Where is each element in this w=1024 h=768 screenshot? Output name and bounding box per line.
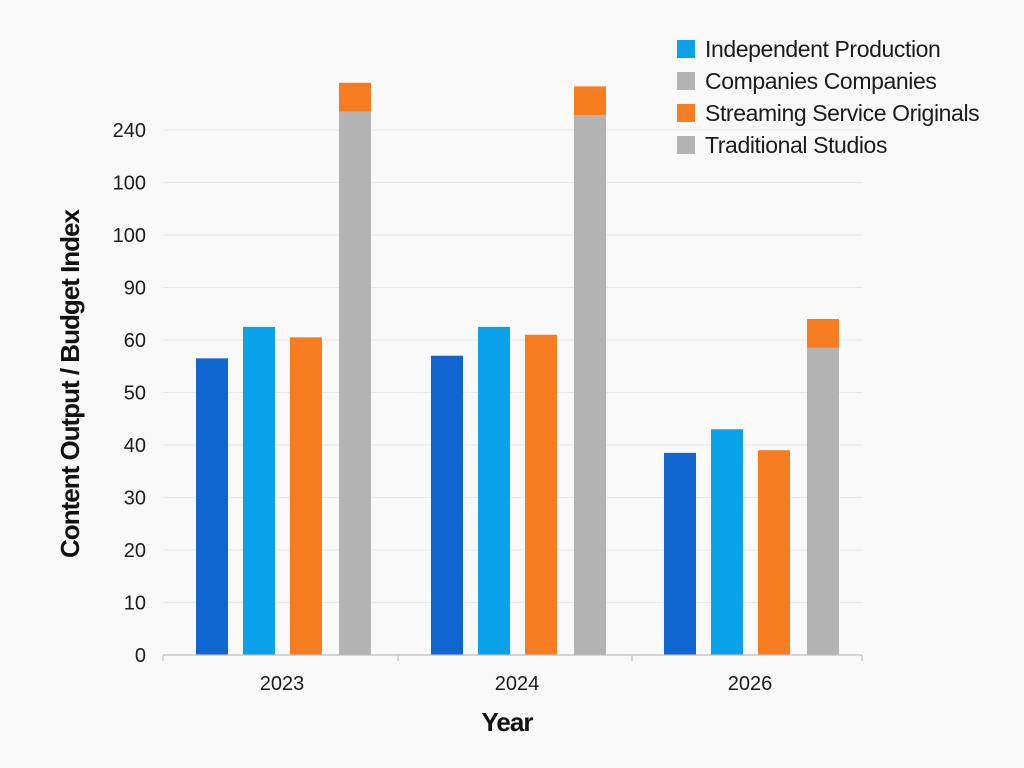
- y-tick-label: 60: [124, 330, 146, 352]
- bar: [243, 326, 275, 655]
- bar-segment: [574, 86, 606, 116]
- legend-swatch: [677, 72, 695, 90]
- bar: [478, 326, 510, 655]
- bar: [525, 334, 557, 655]
- bar: [758, 450, 790, 655]
- legend-label: Independent Production: [705, 36, 940, 62]
- y-tick-label: 20: [124, 540, 146, 562]
- bar: [711, 429, 743, 655]
- x-tick-label: 2026: [728, 673, 773, 695]
- y-tick-label: 40: [124, 435, 146, 457]
- x-axis-title: Year: [482, 707, 534, 737]
- legend-swatch: [677, 104, 695, 122]
- axes: [162, 654, 863, 661]
- bar: [431, 355, 463, 655]
- x-tick-labels: 2023 2024 2026: [260, 673, 773, 695]
- bar: [664, 452, 696, 655]
- x-tick-label: 2023: [260, 673, 305, 695]
- grid-lines: [163, 129, 862, 603]
- y-axis-title: Content Output / Budget Index: [55, 208, 85, 557]
- legend-label: Streaming Service Originals: [705, 100, 979, 126]
- y-tick-label: 90: [124, 278, 146, 300]
- bar-segment: [807, 319, 839, 348]
- legend: Independent Production Companies Companie…: [677, 36, 980, 158]
- legend-label: Companies Companies: [705, 68, 936, 94]
- bar: [290, 337, 322, 655]
- y-tick-label: 100: [113, 173, 146, 195]
- bars: [196, 82, 839, 656]
- y-tick-label: 30: [124, 488, 146, 510]
- y-tick-label: 10: [124, 593, 146, 615]
- legend-label: Traditional Studios: [705, 132, 887, 158]
- bar: [807, 347, 839, 655]
- bar: [574, 115, 606, 656]
- y-tick-labels: 0 10 20 30 40 50 60 90 100 100 240: [113, 120, 146, 667]
- legend-swatch: [677, 136, 695, 154]
- bar: [196, 358, 228, 655]
- y-tick-label: 240: [113, 120, 146, 142]
- legend-swatch: [677, 40, 695, 58]
- y-tick-label: 100: [113, 225, 146, 247]
- bar: [339, 111, 371, 655]
- y-tick-label: 50: [124, 383, 146, 405]
- y-tick-label: 0: [135, 645, 146, 667]
- bar-segment: [339, 82, 371, 112]
- x-tick-label: 2024: [495, 673, 540, 695]
